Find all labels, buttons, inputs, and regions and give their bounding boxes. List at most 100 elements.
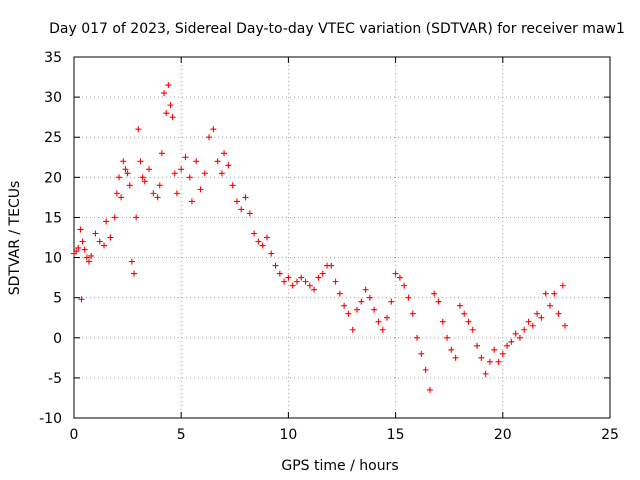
y-axis-label: SDTVAR / TECUs [7,181,23,296]
data-point [251,230,258,237]
data-point [96,238,103,245]
y-tick-label: -10 [39,411,62,427]
data-point [242,194,249,201]
data-point [285,274,292,281]
data-point [210,126,217,133]
data-point [384,314,391,321]
data-point [229,182,236,189]
data-point [426,386,433,393]
data-points [71,82,568,393]
data-point [431,290,438,297]
data-point [302,278,309,285]
x-tick-label: 25 [601,427,619,443]
chart-title: Day 017 of 2023, Sidereal Day-to-day VTE… [49,21,625,37]
data-point [169,114,176,121]
data-point [165,82,172,89]
data-point [418,350,425,357]
data-point [512,330,519,337]
data-point [499,350,506,357]
data-point [332,278,339,285]
y-tick-label: 5 [53,291,62,307]
data-point [486,358,493,365]
data-point [92,230,99,237]
data-point [328,262,335,269]
data-point [469,326,476,333]
data-point [272,262,279,269]
data-point [379,326,386,333]
data-point [311,286,318,293]
data-point [345,310,352,317]
data-point [409,310,416,317]
data-point [561,322,568,329]
data-point [546,302,553,309]
data-point [559,282,566,289]
y-tick-label: 0 [53,331,62,347]
data-point [435,298,442,305]
data-point [103,218,110,225]
x-tick-label: 5 [177,427,186,443]
data-point [495,358,502,365]
data-point [126,182,133,189]
data-point [218,170,225,177]
data-point [141,178,148,185]
data-point [306,282,313,289]
data-point [289,282,296,289]
data-point [444,334,451,341]
data-point [163,110,170,117]
data-point [88,252,95,259]
data-point [206,134,213,141]
data-point [555,310,562,317]
data-point [529,322,536,329]
data-point [452,354,459,361]
data-point [298,274,305,281]
data-point [392,270,399,277]
data-point [221,150,228,157]
data-point [336,290,343,297]
data-point [456,302,463,309]
y-tick-label: 30 [44,90,62,106]
data-point [542,290,549,297]
data-point [78,296,85,303]
data-point [516,334,523,341]
data-point [156,182,163,189]
data-point [281,278,288,285]
data-point [371,306,378,313]
data-point [79,238,86,245]
x-tick-label: 10 [279,427,297,443]
data-point [422,366,429,373]
data-point [276,270,283,277]
data-point [538,314,545,321]
data-point [173,190,180,197]
data-point [137,158,144,165]
y-tick-label: 35 [44,50,62,66]
data-point [478,354,485,361]
data-point [201,170,208,177]
data-point [128,258,135,265]
data-point [388,298,395,305]
data-point [534,310,541,317]
data-point [171,170,178,177]
data-point [131,270,138,277]
data-point [349,326,356,333]
data-point [293,278,300,285]
data-point [124,170,131,177]
data-point [255,238,262,245]
data-point [182,154,189,161]
data-point [375,318,382,325]
data-point [107,234,114,241]
data-point [214,158,221,165]
data-point [491,346,498,353]
axis-ticks: 0 5 10 15 20 25 -10 -5 0 5 10 15 20 25 30 35 [39,50,619,443]
data-point [75,244,82,251]
data-point [77,226,84,233]
data-point [188,198,195,205]
data-point [154,194,161,201]
data-point [263,234,270,241]
data-point [178,166,185,173]
y-tick-label: -5 [48,371,62,387]
data-point [116,174,123,181]
data-point [525,318,532,325]
data-point [465,318,472,325]
data-point [405,294,412,301]
